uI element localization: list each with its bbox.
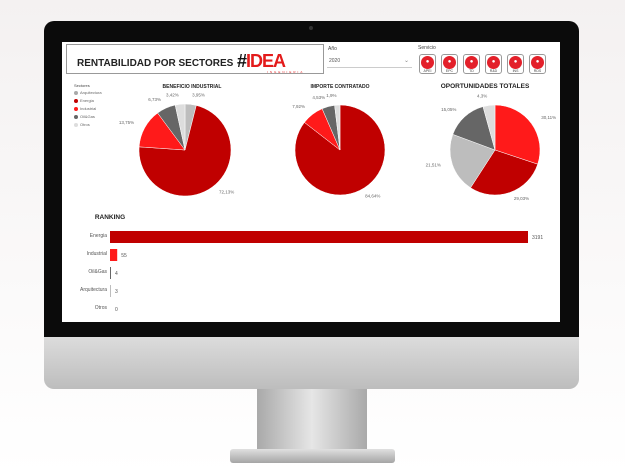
monitor-chin: [44, 337, 579, 389]
chart-title-ranking: RANKING: [94, 214, 126, 221]
legend-label: Arquitectura: [80, 90, 102, 95]
service-icon: ●: [443, 56, 456, 69]
ranking-category-label: Oil&Gas: [88, 269, 107, 275]
pie-data-label: 21,51%: [426, 163, 441, 168]
service-icon: ●: [465, 56, 478, 69]
legend-item[interactable]: Oil&Gas: [74, 114, 95, 119]
page-title: RENTABILIDAD POR SECTORES: [77, 58, 234, 69]
service-label: APEI: [423, 69, 432, 73]
pie-data-label: 3,42%: [166, 92, 179, 97]
service-label: R&D: [489, 69, 498, 73]
ranking-category-label: Otros: [95, 305, 108, 311]
year-label: Año: [328, 46, 337, 52]
monitor-stand: [257, 389, 367, 451]
legend-label: Otros: [80, 122, 90, 127]
chart-title-beneficio: BENEFICIO INDUSTRIAL: [162, 84, 222, 90]
service-label: EPC: [445, 69, 454, 73]
dashboard: RENTABILIDAD POR SECTORES #IDEA INGENIER…: [62, 42, 560, 322]
pie-slice-otros[interactable]: [482, 104, 496, 151]
service-icon: ●: [421, 56, 434, 69]
pie-slice-arquitectura[interactable]: [449, 134, 496, 189]
service-label: Servicio: [418, 45, 436, 51]
ranking-value-label: 3: [115, 289, 118, 295]
service-label: RDS: [533, 69, 542, 73]
legend-label: Oil&Gas: [80, 114, 95, 119]
pie-data-label: 3,95%: [192, 92, 205, 97]
ranking-value-label: 55: [121, 253, 127, 259]
chart-title-oportunidades: OPORTUNIDADES TOTALES: [440, 83, 530, 90]
service-label: TD: [469, 69, 474, 73]
legend-item[interactable]: Industrial: [74, 106, 96, 111]
service-button-ins[interactable]: ● INS: [507, 54, 524, 74]
ranking-category-label: Arquitectura: [80, 287, 107, 293]
service-icon: ●: [531, 56, 544, 69]
service-button-rd[interactable]: ● R&D: [485, 54, 502, 74]
logo: #IDEA: [237, 51, 286, 71]
pie-data-label: 13,75%: [119, 120, 134, 125]
header-box: RENTABILIDAD POR SECTORES #IDEA INGENIER…: [66, 44, 324, 74]
pie-data-label: 4,3%: [477, 93, 487, 98]
pie-slice-otros[interactable]: [334, 104, 341, 151]
pie-data-label: 1,9%: [326, 93, 336, 98]
legend-swatch: [74, 106, 78, 111]
monitor-foot: [230, 449, 395, 463]
legend-label: Industrial: [80, 106, 97, 111]
legend-swatch: [74, 122, 78, 127]
legend-label: Energia: [80, 98, 94, 103]
ranking-bar-energia[interactable]: [110, 231, 528, 243]
ranking-category-label: Energia: [90, 233, 107, 239]
pie-data-label: 84,64%: [365, 194, 380, 199]
year-dropdown[interactable]: 2020 ⌄: [327, 55, 412, 68]
charts-canvas: 3,95% 72,13% 13,75% 6,73% 3,42% 84,64% 7,92% 4,…: [80, 92, 556, 313]
chevron-down-icon: ⌄: [403, 58, 409, 64]
legend-swatch: [74, 90, 78, 95]
ranking-value-label: 0: [115, 307, 118, 313]
legend-item[interactable]: Arquitectura: [74, 90, 102, 95]
pie-slice-energia[interactable]: [470, 149, 539, 196]
camera: [309, 26, 313, 30]
service-button-td[interactable]: ● TD: [463, 54, 480, 74]
pie-slice-industrial[interactable]: [494, 104, 541, 165]
pie-data-label: 72,13%: [219, 190, 234, 195]
pie-data-label: 30,11%: [541, 115, 556, 120]
pie-slice-energia[interactable]: [138, 105, 232, 197]
pie-data-label: 4,53%: [312, 95, 325, 100]
legend-item[interactable]: Energia: [74, 98, 94, 103]
legend-item[interactable]: Otros: [74, 122, 90, 127]
logo-subtitle: INGENIERIA: [267, 70, 305, 74]
pie-slice-otros[interactable]: [174, 103, 186, 151]
legend-title: Sectores: [74, 83, 90, 88]
ranking-bar-arquitectura[interactable]: [110, 285, 111, 297]
ranking-bar-industrial[interactable]: [110, 249, 118, 261]
pie-data-label: 15,05%: [441, 107, 456, 112]
ranking-category-label: Industrial: [87, 251, 107, 257]
service-button-epc[interactable]: ● EPC: [441, 54, 458, 74]
legend-swatch: [74, 98, 78, 103]
ranking-value-label: 4: [115, 271, 118, 277]
pie-data-label: 7,92%: [292, 104, 305, 109]
service-button-apei[interactable]: ● APEI: [419, 54, 436, 74]
ranking-value-label: 3191: [532, 235, 543, 241]
pie-data-label: 6,73%: [148, 97, 161, 102]
pie-data-label: 29,03%: [514, 196, 529, 201]
service-icon: ●: [487, 56, 500, 69]
service-label: INS: [512, 69, 519, 73]
legend-swatch: [74, 114, 78, 119]
service-button-rds[interactable]: ● RDS: [529, 54, 546, 74]
service-icon: ●: [509, 56, 522, 69]
year-value: 2020: [329, 58, 341, 64]
ranking-bar-oilgas[interactable]: [110, 267, 111, 279]
chart-title-importe: IMPORTE CONTRATADO: [310, 84, 370, 90]
